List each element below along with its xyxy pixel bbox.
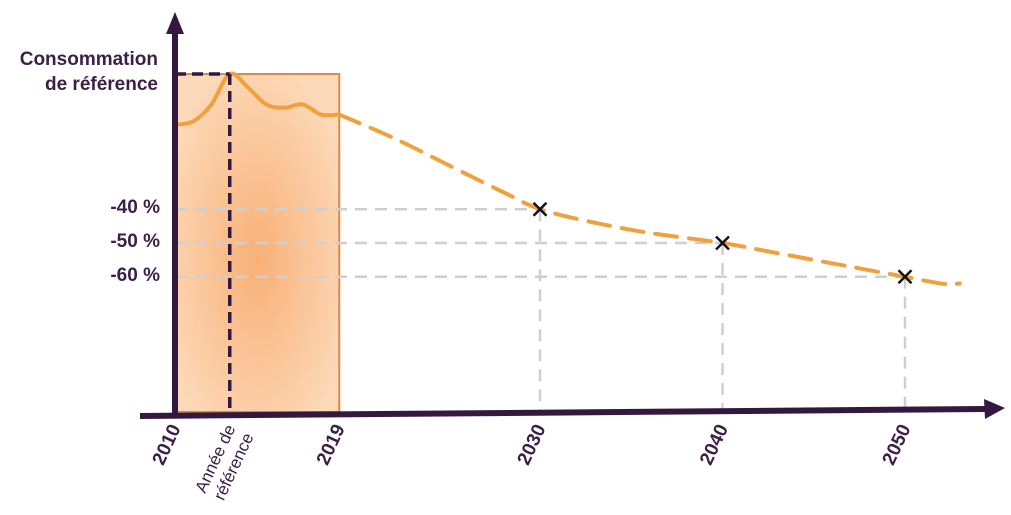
target-marker-stroke-b [897,269,913,285]
gridlines-layer [175,207,907,412]
x-tick-label-text: 2019 [313,421,350,468]
y-tick-label-1: -40 % [110,197,160,219]
x-tick-label-text: 2030 [514,421,551,468]
target-marker-2040 [715,235,730,251]
x-tick-label-2040: 2040 [696,421,733,468]
y-axis-title-line1: Consommation [19,49,158,70]
target-marker-stroke-b [532,201,548,217]
x-tick-label-2019: 2019 [313,421,350,468]
x-tick-labels-layer: 2010 Année deréférence 2019 2030 2040 2050 [149,421,916,504]
x-tick-label-2013: Année deréférence [191,422,257,504]
y-axis-title: Consommation de référence [8,47,158,97]
target-trajectory-line [337,112,962,287]
target-marker-2030 [532,201,548,217]
x-axis-line [139,406,986,419]
x-tick-label-text: 2040 [696,421,733,468]
axes-layer [139,12,1005,419]
target-marker-stroke-b [715,235,730,251]
historical-consumption-line [173,71,342,127]
target-marker-2050 [897,269,913,285]
y-axis-title-line2: de référence [44,74,158,95]
x-tick-label-text: 2050 [879,421,916,468]
y-tick-label-3: -60 % [110,264,160,286]
x-tick-label-2050: 2050 [879,421,916,468]
x-axis-arrowhead [984,399,1005,419]
markers-layer [532,201,913,285]
x-tick-label-2030: 2030 [514,421,551,468]
x-tick-label-text: 2010 [149,421,186,468]
y-axis-arrowhead [166,12,184,34]
y-tick-label-2: -50 % [110,231,160,252]
x-tick-label-2010: 2010 [149,421,186,468]
